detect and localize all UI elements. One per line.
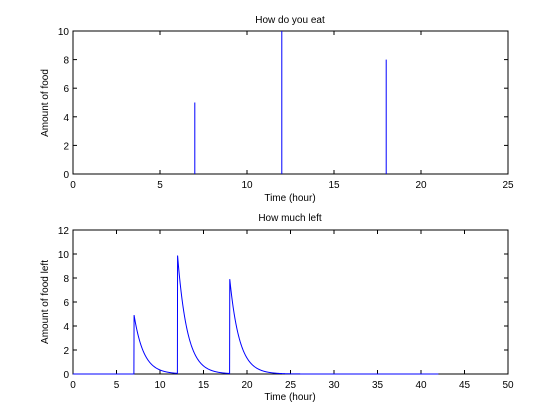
x-tick-label: 35 <box>372 380 384 391</box>
x-axis-label: Time (hour) <box>264 392 315 403</box>
x-tick-label: 10 <box>154 380 166 391</box>
y-axis-label: Amount of food left <box>40 260 51 344</box>
x-tick-label: 5 <box>114 380 120 391</box>
y-tick-label: 2 <box>63 346 69 357</box>
chart-title: How do you eat <box>255 15 325 26</box>
y-tick-label: 0 <box>63 370 69 381</box>
chart-title: How much left <box>258 213 322 224</box>
y-tick-label: 8 <box>63 274 69 285</box>
y-tick-label: 8 <box>63 56 69 67</box>
y-tick-label: 0 <box>63 170 69 181</box>
axis-ticks: 0 5 10 15 20 25 30 35 40 45 50 0 2 4 6 8 10 12 <box>58 226 514 391</box>
series-line <box>73 255 439 375</box>
x-tick-label: 15 <box>198 380 210 391</box>
y-tick-label: 6 <box>63 84 69 95</box>
x-tick-label: 10 <box>241 180 253 191</box>
y-tick-label: 12 <box>58 226 70 237</box>
y-tick-label: 2 <box>63 141 69 152</box>
x-tick-label: 0 <box>70 180 76 191</box>
x-tick-label: 50 <box>502 380 514 391</box>
subplot-how-do-you-eat: How do you eat Time (hour) Amount of foo… <box>40 15 514 204</box>
x-tick-label: 45 <box>459 380 471 391</box>
y-tick-label: 6 <box>63 298 69 309</box>
x-tick-label: 40 <box>415 380 427 391</box>
y-axis-label: Amount of food <box>40 69 51 137</box>
x-tick-label: 20 <box>415 180 427 191</box>
plot-marks <box>194 31 387 174</box>
x-tick-label: 5 <box>157 180 163 191</box>
plot-frame <box>72 229 509 375</box>
x-tick-label: 15 <box>328 180 340 191</box>
y-tick-label: 10 <box>58 250 70 261</box>
plot-frame <box>72 30 509 175</box>
x-tick-label: 25 <box>285 380 297 391</box>
x-tick-label: 20 <box>241 380 253 391</box>
x-tick-label: 25 <box>502 180 514 191</box>
x-axis-label: Time (hour) <box>264 193 315 204</box>
subplot-how-much-left: How much left Time (hour) Amount of food… <box>40 213 514 403</box>
x-tick-label: 30 <box>328 380 340 391</box>
axis-ticks: 0 5 10 15 20 25 0 2 4 6 8 10 <box>58 27 514 191</box>
plot-marks <box>73 255 439 375</box>
y-tick-label: 4 <box>63 322 69 333</box>
y-tick-label: 10 <box>58 27 70 38</box>
x-tick-label: 0 <box>70 380 76 391</box>
y-tick-label: 4 <box>63 113 69 124</box>
